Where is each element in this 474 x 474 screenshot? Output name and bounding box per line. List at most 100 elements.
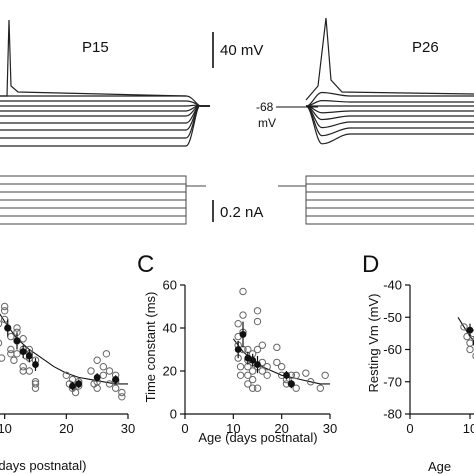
current-step-trace — [278, 175, 474, 187]
fit-curve — [0, 313, 128, 385]
data-point-individual — [258, 367, 267, 375]
data-point-individual — [253, 317, 262, 326]
data-point-individual — [316, 384, 325, 392]
x-tick-label: 20 — [59, 421, 73, 436]
y-tick-label: -60 — [383, 342, 402, 357]
current-steps-p26 — [278, 175, 474, 225]
voltage-trace — [305, 91, 474, 107]
data-point-individual — [253, 384, 262, 392]
data-point-individual — [105, 380, 114, 388]
current-step-trace — [0, 185, 206, 209]
data-point-individual — [0, 302, 9, 311]
current-step-trace — [0, 185, 206, 193]
current-step-trace — [0, 185, 206, 201]
panel-letter-c: C — [137, 251, 154, 278]
data-point-individual — [253, 307, 262, 315]
voltage-trace — [0, 104, 210, 107]
data-point-individual — [263, 371, 271, 379]
label-p15: P15 — [82, 39, 109, 56]
voltage-traces-p26 — [305, 17, 474, 145]
voltage-trace — [0, 105, 210, 147]
action-potential-trace — [305, 17, 474, 101]
data-point-mean — [69, 382, 76, 390]
resting-value-label: -68 — [256, 100, 274, 114]
data-point-individual — [466, 345, 474, 354]
data-point-individual — [472, 336, 474, 343]
data-point-individual — [273, 358, 281, 367]
current-step-trace — [278, 185, 474, 201]
data-point-individual — [273, 343, 281, 352]
data-point-individual — [99, 363, 108, 371]
current-step-trace — [278, 185, 474, 225]
panel-letter-d: D — [362, 251, 379, 278]
data-point-individual — [321, 371, 329, 379]
data-point-mean — [25, 352, 33, 360]
data-point-individual — [234, 320, 242, 328]
data-point-individual — [25, 367, 34, 375]
data-point-mean — [75, 380, 83, 388]
y-tick-label: -50 — [383, 310, 402, 325]
data-point-mean — [112, 376, 120, 383]
voltage-trace — [0, 105, 210, 131]
data-point-individual — [118, 388, 126, 397]
data-point-individual — [0, 339, 3, 347]
data-point-individual — [10, 356, 18, 364]
data-point-mean — [287, 380, 295, 388]
current-step-trace — [0, 185, 206, 225]
panel-d-xlabel: Age — [428, 459, 451, 474]
data-point-individual — [248, 367, 257, 375]
data-point-individual — [93, 384, 101, 392]
data-point-individual — [31, 380, 40, 388]
voltage-trace — [0, 105, 210, 124]
data-point-individual — [102, 350, 111, 358]
voltage-traces-p15 — [0, 19, 210, 147]
data-point-individual — [460, 323, 468, 331]
x-tick-label: 10 — [0, 421, 12, 436]
panel-c-plot: 0 10 20 30 0 20 40 60 — [163, 278, 338, 437]
data-point-individual — [258, 341, 267, 349]
current-step-trace — [0, 183, 206, 187]
data-point-individual — [244, 380, 252, 388]
data-point-individual — [0, 320, 3, 328]
current-step-trace — [278, 185, 474, 217]
panel-c-ylabel: Time constant (ms) — [143, 292, 158, 403]
panel-d-ylabel: Resting Vm (mV) — [366, 294, 381, 393]
data-point-mean — [19, 348, 27, 356]
data-point-individual — [466, 339, 474, 347]
data-point-mean — [93, 374, 101, 381]
x-tick-label: 10 — [226, 421, 240, 436]
y-tick-label: -80 — [383, 407, 402, 422]
data-point-individual — [105, 367, 114, 375]
y-tick-label: 60 — [163, 278, 177, 293]
data-point-individual — [71, 388, 80, 397]
x-tick-label: 10 — [463, 421, 474, 436]
voltage-trace — [305, 105, 474, 114]
data-point-individual — [19, 335, 27, 343]
y-tick-label: -40 — [383, 278, 402, 293]
data-point-mean — [32, 361, 39, 368]
label-p26: P26 — [412, 39, 439, 56]
data-point-individual — [13, 324, 21, 332]
current-steps-p15 — [0, 175, 206, 225]
data-point-individual — [93, 356, 101, 364]
data-point-individual — [7, 332, 15, 341]
current-step-trace — [278, 185, 474, 209]
data-point-mean — [239, 331, 247, 338]
voltage-trace — [0, 100, 210, 107]
current-step-trace — [278, 185, 474, 193]
data-point-mean — [283, 371, 290, 379]
data-point-individual — [244, 371, 252, 379]
data-point-individual — [248, 375, 257, 384]
voltage-scale-label: 40 mV — [220, 42, 263, 59]
x-tick-label: 30 — [121, 421, 135, 436]
data-point-individual — [292, 384, 300, 392]
data-point-individual — [0, 354, 6, 362]
y-tick-label: 20 — [163, 364, 177, 379]
current-scale-label: 0.2 nA — [220, 204, 263, 221]
x-tick-label: 30 — [323, 421, 337, 436]
panel-c-xlabel: Age (days postnatal) — [198, 430, 317, 445]
data-point-individual — [248, 384, 257, 392]
data-point-individual — [19, 363, 27, 371]
panel-b-plot: 10 20 30 — [0, 302, 135, 436]
